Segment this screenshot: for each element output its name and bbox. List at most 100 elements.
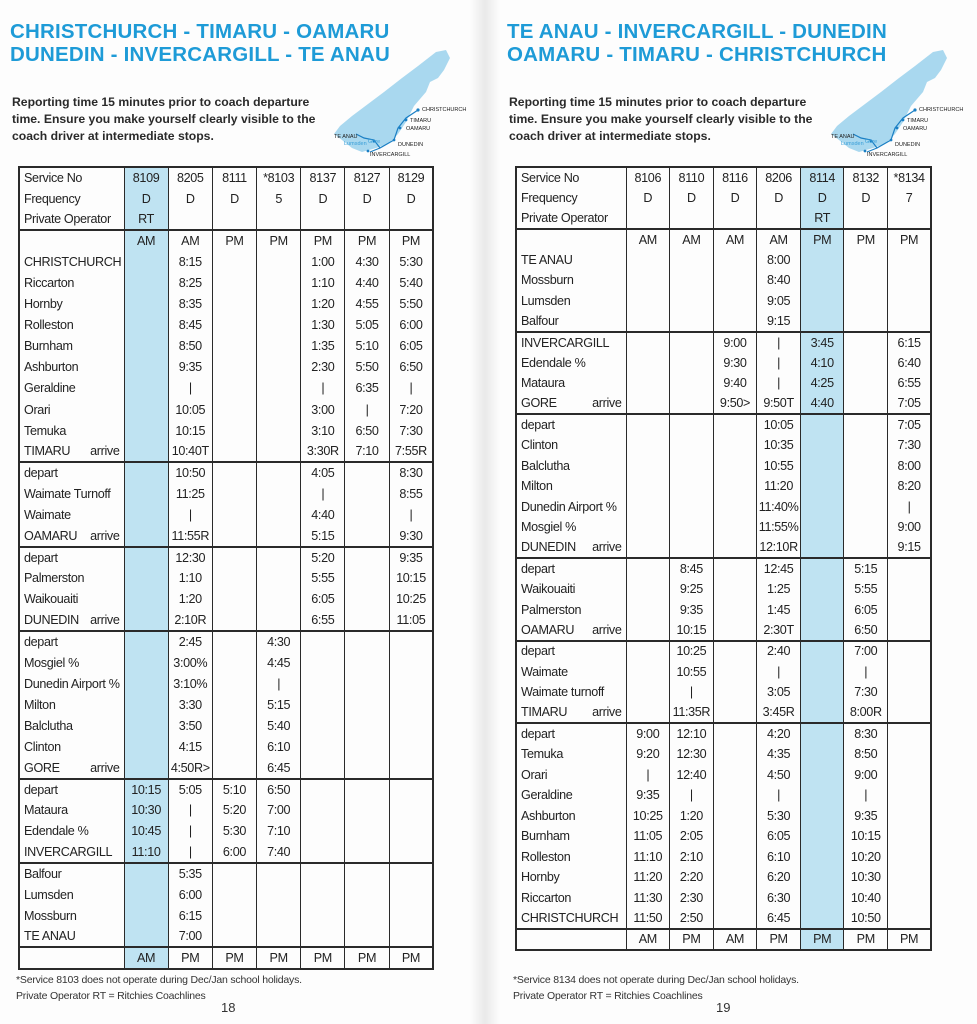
stop-cell: Orari xyxy=(516,764,626,785)
am-pm-indicator: PM xyxy=(344,947,390,969)
timetable-row: Ashburton 9:35 2:30 5:50 6:50 xyxy=(19,356,434,378)
stop-name: Waikouaiti xyxy=(24,592,79,607)
stop-name: Rolleston xyxy=(24,318,74,333)
time-cell: | xyxy=(300,483,345,505)
time-cell xyxy=(712,578,757,600)
stop-name: Lumsden xyxy=(24,887,74,902)
stop-cell: Hornby xyxy=(19,294,124,315)
timetable-row: Dunedin Airport % 3:10% | xyxy=(19,673,434,695)
time-cell xyxy=(799,661,844,682)
stop-name: Mosgiel % xyxy=(521,520,576,535)
time-cell: 2:30T xyxy=(756,620,801,642)
stop-cell: Mossburn xyxy=(19,905,124,926)
stop-name: Ashburton xyxy=(521,808,576,823)
stop-depart: depart xyxy=(24,550,58,565)
time-cell xyxy=(344,525,390,548)
stop-cell: CHRISTCHURCH xyxy=(516,908,626,930)
time-cell xyxy=(300,652,345,674)
time-cell: 8:00 xyxy=(887,455,932,476)
time-cell xyxy=(388,863,434,885)
time-cell: 3:00% xyxy=(167,652,213,674)
time-cell xyxy=(712,661,757,682)
timetable-row: DUNEDIN arrive 2:10R 6:55 11:05 xyxy=(19,609,434,633)
time-cell xyxy=(300,863,345,885)
timetable-row: Waimate | 4:40 | xyxy=(19,504,434,526)
time-cell xyxy=(669,372,714,394)
time-cell xyxy=(625,393,670,416)
time-cell xyxy=(712,249,757,270)
time-cell xyxy=(669,414,714,435)
stop-arrive: arrive xyxy=(592,622,622,637)
time-cell: 11:20 xyxy=(625,867,670,888)
time-cell: 9:30 xyxy=(388,525,434,548)
stop-name: DUNEDIN xyxy=(521,540,576,555)
timetable-row: depart 2:45 4:30 xyxy=(19,631,434,653)
time-cell: 6:45 xyxy=(756,908,801,930)
time-cell: 3:30 xyxy=(167,694,213,716)
time-cell: 4:45 xyxy=(256,652,301,674)
time-cell: 12:30 xyxy=(669,743,714,765)
stop-cell: Ashburton xyxy=(516,805,626,826)
header-row-no: Service No 8106 8110 8116 8206 8114 8132 *8134 xyxy=(516,167,932,188)
time-cell xyxy=(712,311,757,333)
time-cell: 1:20 xyxy=(669,805,714,826)
time-cell xyxy=(712,867,757,888)
map-label-te-anau: TE ANAU xyxy=(334,134,358,140)
timetable-row: TIMARU arrive 10:40T 3:30R 7:10 7:55R xyxy=(19,441,434,464)
stop-cell: INVERCARGILL xyxy=(19,842,124,865)
time-cell xyxy=(669,393,714,416)
stop-cell: OAMARU arrive xyxy=(516,620,626,642)
time-cell: 7:40 xyxy=(256,842,301,865)
header-label: Frequency xyxy=(521,190,578,205)
time-cell: 4:15 xyxy=(167,736,213,758)
time-cell xyxy=(799,517,844,538)
time-cell xyxy=(799,867,844,888)
service-no: *8134 xyxy=(887,167,932,188)
timetable-row: Palmerston 1:10 5:55 10:15 xyxy=(19,567,434,589)
time-cell: 7:05 xyxy=(887,393,932,416)
time-cell: 9:25 xyxy=(669,578,714,600)
time-cell: | xyxy=(625,764,670,785)
time-cell xyxy=(344,567,390,589)
stop-cell: Clinton xyxy=(516,435,626,456)
time-cell: 6:55 xyxy=(300,609,345,633)
time-cell xyxy=(123,504,169,526)
service-freq: D xyxy=(843,187,888,209)
time-cell xyxy=(344,715,390,737)
time-cell: 9:30 xyxy=(712,352,757,373)
time-cell: 12:30 xyxy=(167,546,213,568)
time-cell: 3:50 xyxy=(167,715,213,737)
time-cell: 3:45 xyxy=(799,331,844,353)
time-cell: 2:10R xyxy=(167,609,213,633)
stop-name: Waimate xyxy=(521,664,568,679)
stop-cell: depart xyxy=(19,631,124,652)
service-op xyxy=(843,208,888,230)
stop-name: Mataura xyxy=(521,376,565,391)
time-cell xyxy=(344,905,390,927)
stop-name: Burnham xyxy=(24,339,73,354)
stop-cell: Balfour xyxy=(19,863,124,884)
time-cell xyxy=(256,483,301,505)
time-cell: 11:55% xyxy=(756,517,801,538)
time-cell: 6:00 xyxy=(388,314,434,336)
time-cell xyxy=(712,599,757,621)
time-cell xyxy=(123,926,169,949)
time-cell: 9:40 xyxy=(712,372,757,394)
time-cell xyxy=(211,504,257,526)
stop-cell: INVERCARGILL xyxy=(516,332,626,353)
stop-depart: depart xyxy=(24,466,58,481)
am-pm-indicator: PM xyxy=(256,947,301,969)
timetable-row: Milton 11:20 8:20 xyxy=(516,475,932,497)
time-cell: 7:30 xyxy=(388,420,434,442)
time-cell xyxy=(300,736,345,758)
time-cell: 5:15 xyxy=(256,694,301,716)
time-cell xyxy=(799,805,844,826)
time-cell xyxy=(211,399,257,421)
time-cell: 6:50 xyxy=(388,356,434,378)
time-cell xyxy=(843,475,888,497)
timetable-row: Dunedin Airport % 11:40% | xyxy=(516,496,932,518)
time-cell xyxy=(256,504,301,526)
stop-name: TIMARU xyxy=(521,705,568,720)
time-cell xyxy=(887,640,932,662)
stop-cell: Waimate xyxy=(516,661,626,682)
